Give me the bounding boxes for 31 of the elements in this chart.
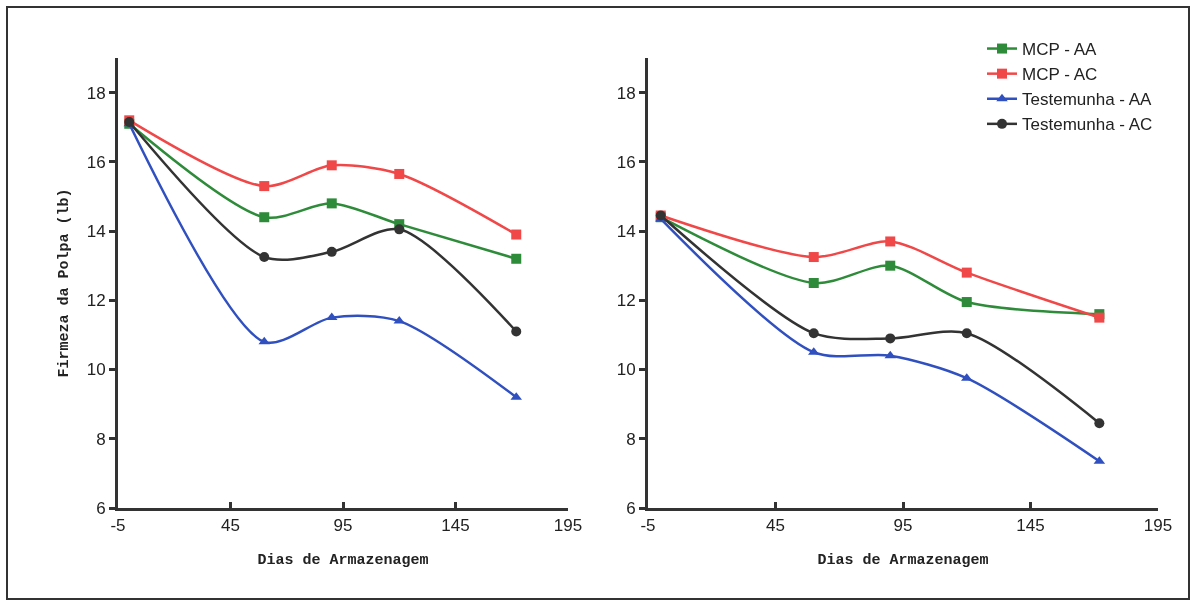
x-tick-label: 145: [441, 516, 470, 536]
y-tick-label: 8: [626, 429, 636, 449]
x-tick-label: -5: [640, 516, 656, 536]
y-tick-label: 6: [626, 498, 636, 518]
y-tick-label: 10: [616, 360, 636, 380]
legend-label: MCP - AA: [1022, 40, 1097, 60]
y-tick-label: 14: [616, 222, 636, 242]
y-tick-label: 16: [616, 152, 636, 172]
y-axis-title: Firmeza da Polpa (lb): [55, 188, 73, 378]
x-tick-label: 95: [333, 516, 353, 536]
x-tick-label: -5: [110, 516, 126, 536]
legend-label: Testemunha - AA: [1022, 90, 1153, 110]
legend-label: Testemunha - AC: [1022, 115, 1153, 135]
x-tick-label: 45: [221, 516, 240, 536]
x-axis-title: Dias de Armazenagem: [257, 552, 429, 570]
y-tick-label: 18: [616, 83, 636, 103]
x-tick-label: 95: [893, 516, 913, 536]
y-tick-label: 12: [86, 291, 106, 311]
x-tick-label: 195: [553, 516, 583, 536]
y-tick-label: 8: [96, 429, 106, 449]
legend-label: MCP - AC: [1022, 65, 1098, 85]
x-tick-label: 145: [1016, 516, 1045, 536]
x-tick-label: 195: [1143, 516, 1173, 536]
y-tick-label: 18: [86, 83, 106, 103]
y-tick-label: 10: [86, 360, 106, 380]
x-tick-label: 45: [766, 516, 785, 536]
y-tick-label: 12: [616, 291, 636, 311]
y-tick-label: 16: [86, 152, 106, 172]
y-tick-label: 14: [86, 222, 106, 242]
y-tick-label: 6: [96, 498, 106, 518]
x-axis-title: Dias de Armazenagem: [817, 552, 989, 570]
